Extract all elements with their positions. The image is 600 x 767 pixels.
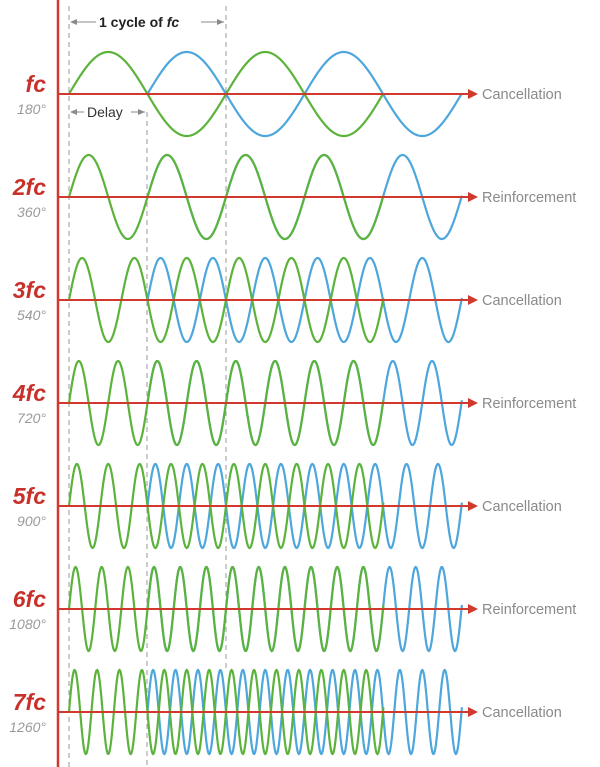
harmonic-row: 7fc 1260° Cancellation bbox=[9, 668, 562, 756]
phase-degrees: 900° bbox=[17, 513, 46, 529]
harmonic-rows: fc 180° Cancellation 2fc 360° Reinforcement 3f… bbox=[9, 50, 576, 756]
harmonic-label: fc bbox=[26, 71, 47, 97]
harmonic-row: 4fc 720° Reinforcement bbox=[12, 359, 576, 447]
result-label: Cancellation bbox=[482, 705, 562, 721]
direct-wave bbox=[67, 462, 385, 550]
delay-label: Delay bbox=[87, 104, 123, 120]
harmonic-label: 4fc bbox=[12, 380, 46, 406]
result-label: Cancellation bbox=[482, 499, 562, 515]
harmonic-row: 5fc 900° Cancellation bbox=[13, 462, 562, 550]
cycle-annotation: 1 cycle of fc bbox=[70, 14, 224, 30]
harmonic-row: 6fc 1080° Reinforcement bbox=[9, 565, 576, 653]
harmonic-label: 5fc bbox=[13, 483, 46, 509]
result-label: Cancellation bbox=[482, 293, 562, 309]
phase-degrees: 1080° bbox=[9, 616, 46, 632]
phase-degrees: 360° bbox=[17, 204, 46, 220]
direct-wave bbox=[67, 668, 385, 756]
result-label: Reinforcement bbox=[482, 602, 576, 618]
direct-wave bbox=[67, 359, 385, 447]
result-label: Cancellation bbox=[482, 87, 562, 103]
harmonic-row: 2fc 360° Reinforcement bbox=[12, 153, 576, 241]
harmonic-label: 6fc bbox=[13, 586, 46, 612]
delay-annotation: Delay bbox=[70, 104, 145, 120]
result-label: Reinforcement bbox=[482, 190, 576, 206]
phase-degrees: 720° bbox=[17, 410, 46, 426]
cycle-label: 1 cycle of fc bbox=[99, 14, 179, 30]
harmonic-label: 2fc bbox=[12, 174, 46, 200]
phase-degrees: 180° bbox=[17, 101, 46, 117]
harmonic-label: 3fc bbox=[13, 277, 46, 303]
harmonic-row: 3fc 540° Cancellation bbox=[13, 256, 562, 344]
result-label: Reinforcement bbox=[482, 396, 576, 412]
phase-degrees: 540° bbox=[17, 307, 46, 323]
phase-degrees: 1260° bbox=[9, 719, 46, 735]
harmonic-row: fc 180° Cancellation bbox=[17, 50, 562, 138]
harmonic-label: 7fc bbox=[13, 689, 46, 715]
